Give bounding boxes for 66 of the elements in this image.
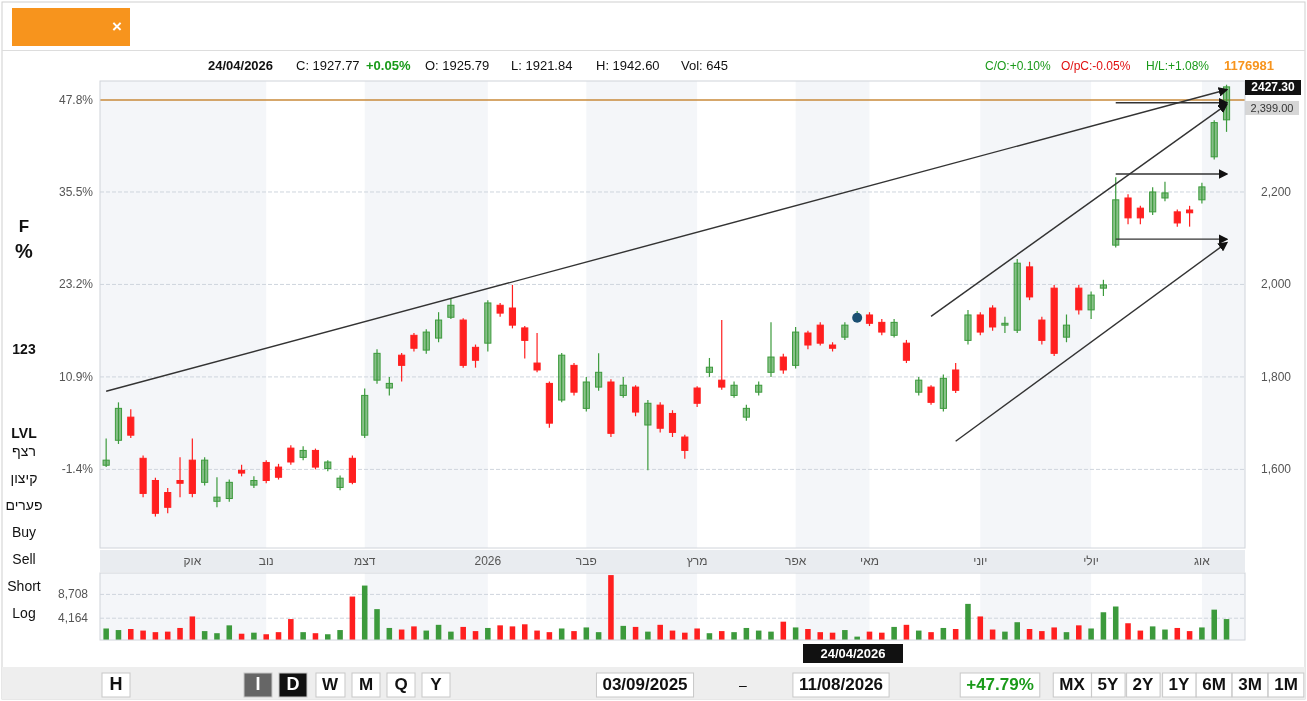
text: LVL <box>11 425 38 441</box>
x-tick-label: דצמ <box>353 554 376 568</box>
text: × <box>112 17 123 36</box>
text: 1M <box>1274 675 1298 694</box>
x-tick-label: מרץ <box>686 554 708 568</box>
text: H: 1942.60 <box>596 58 660 73</box>
x-tick-label: אפר <box>784 554 807 568</box>
y-tick-label: 1,800 <box>1261 369 1292 384</box>
text: Vol: 645 <box>681 58 728 73</box>
text: I <box>255 674 261 694</box>
text: 1176981 <box>1224 58 1274 73</box>
text: Short <box>7 578 41 594</box>
text: M <box>358 675 374 694</box>
y2-tick-label: 10.9% <box>58 369 94 384</box>
text: +0.05% <box>366 58 411 73</box>
text: 6M <box>1202 675 1226 694</box>
text: O/pC:-0.05% <box>1061 59 1131 73</box>
text: 123 <box>12 341 36 357</box>
text: +47.79% <box>966 675 1034 694</box>
text: Q <box>394 675 408 694</box>
text: 24/04/2026 <box>208 58 274 73</box>
x-tick-label: מאי <box>860 554 879 568</box>
text: H <box>109 674 123 694</box>
text: C: 1927.77 <box>296 58 360 73</box>
text: MX <box>1059 675 1086 694</box>
y2-tick-label: -1.4% <box>61 462 94 477</box>
text: – <box>739 677 748 693</box>
x-tick-label: יולי <box>1083 554 1099 568</box>
text: Sell <box>12 551 36 567</box>
text: Buy <box>11 524 37 540</box>
x-tick-label: אוג <box>1194 554 1211 568</box>
x-tick-label: יוני <box>973 554 988 568</box>
text: 3M <box>1238 675 1262 694</box>
text: O: 1925.79 <box>425 58 490 73</box>
y-tick-label: 4,164 <box>57 611 89 626</box>
y-tick-label: 2,000 <box>1261 277 1292 292</box>
y-tick-label: 2,200 <box>1261 184 1292 199</box>
text: 1Y <box>1168 675 1191 694</box>
y-tick-label: 8,708 <box>57 587 89 602</box>
x-tick-label: אוק <box>183 554 202 568</box>
text: W <box>321 675 339 694</box>
ref-line-label: 2,399.00 <box>1250 101 1294 114</box>
text: פערים <box>5 497 43 513</box>
y2-tick-label: 47.8% <box>58 92 94 107</box>
x-tick-label: 2026 <box>474 554 502 568</box>
text: 24/04/2026 <box>820 646 886 661</box>
x-tick-label: נוב <box>258 554 274 568</box>
text: C/O:+0.10% <box>985 59 1052 73</box>
y-tick-label: 1,600 <box>1261 462 1292 477</box>
text: 11/08/2026 <box>798 675 884 694</box>
text: קיצון <box>10 470 38 486</box>
y2-tick-label: 35.5% <box>58 185 94 200</box>
text: L: 1921.84 <box>511 58 573 73</box>
text: 2Y <box>1132 675 1155 694</box>
text: Y <box>430 675 443 694</box>
text: % <box>15 240 34 262</box>
text: 2427.30 <box>1251 80 1296 94</box>
text: 5Y <box>1097 675 1120 694</box>
x-tick-label: פבר <box>575 554 597 568</box>
y2-tick-label: 23.2% <box>58 277 94 292</box>
text: H/L:+1.08% <box>1146 59 1210 73</box>
text: Log <box>12 605 36 621</box>
text: D <box>286 674 300 694</box>
text: 03/09/2025 <box>602 675 688 694</box>
text: רצף <box>12 443 36 459</box>
text: F <box>18 217 30 236</box>
